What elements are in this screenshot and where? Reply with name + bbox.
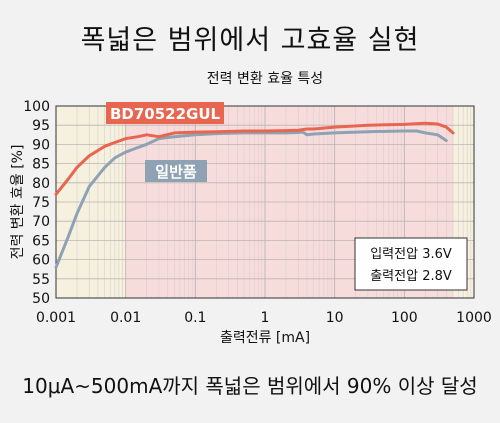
y-tick-label: 75 <box>32 195 50 211</box>
y-tick-label: 55 <box>32 272 50 288</box>
y-tick-label: 100 <box>23 99 50 115</box>
label-bd70522gul: BD70522GUL <box>106 102 224 124</box>
y-axis-label: 전력 변환 효율 [%] <box>10 145 26 260</box>
plot-frame <box>55 105 475 299</box>
label-general: 일반품 <box>145 160 207 182</box>
x-tick-label: 1000 <box>456 310 492 326</box>
y-tick-label: 95 <box>32 118 50 134</box>
condition-input-voltage: 입력전압 3.6V <box>370 247 452 262</box>
y-tick-label: 80 <box>32 176 50 192</box>
chart-title: 전력 변환 효율 특성 <box>207 71 323 87</box>
headline: 폭넓은 범위에서 고효율 실현 <box>80 25 420 56</box>
y-tick-labels: 50 55 60 65 70 75 80 85 90 95 100 <box>23 99 50 307</box>
conditions-box: 입력전압 3.6V 출력전압 2.8V <box>354 237 468 291</box>
x-axis-label: 출력전류 [mA] <box>220 330 310 346</box>
label-general-box <box>145 160 207 182</box>
series-line-general <box>54 129 448 269</box>
x-tick-label: 0.01 <box>110 310 141 326</box>
y-tick-label: 90 <box>32 137 50 153</box>
y-tick-label: 60 <box>32 253 50 269</box>
label-general-text: 일반품 <box>155 163 197 181</box>
y-tick-label: 50 <box>32 291 50 307</box>
x-tick-labels: 0.001 0.01 0.1 1 10 100 1000 <box>36 310 492 326</box>
x-tick-label: 0.1 <box>184 310 206 326</box>
x-tick-label: 1 <box>261 310 270 326</box>
x-tick-label: 0.001 <box>36 310 76 326</box>
label-bd70522gul-box <box>106 102 224 124</box>
condition-output-voltage: 출력전압 2.8V <box>370 269 452 284</box>
series-layer <box>54 121 455 269</box>
x-tick-label: 10 <box>326 310 344 326</box>
footer-caption: 10μA~500mA까지 폭넓은 범위에서 90% 이상 달성 <box>22 374 478 398</box>
conditions-box-frame <box>354 237 468 291</box>
x-tick-label: 100 <box>391 310 418 326</box>
y-tick-label: 65 <box>32 233 50 249</box>
label-bd70522gul-text: BD70522GUL <box>110 105 221 123</box>
y-tick-label: 85 <box>32 157 50 173</box>
series-line-bd70522gul <box>54 121 455 196</box>
y-tick-label: 70 <box>32 214 50 230</box>
